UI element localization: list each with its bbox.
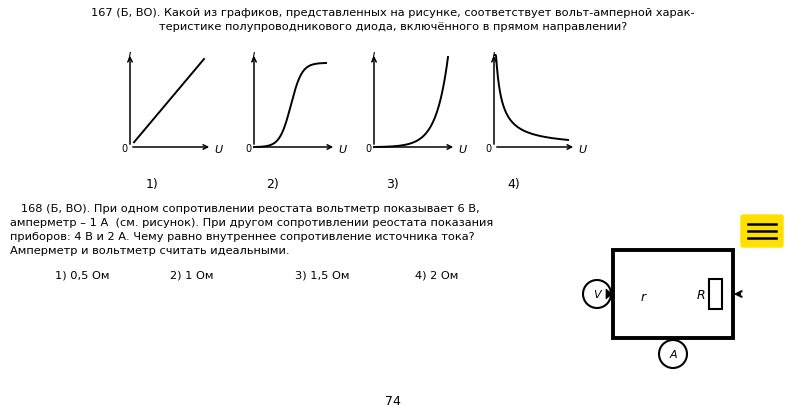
- Text: 4): 4): [508, 177, 520, 190]
- Text: 0: 0: [121, 144, 127, 153]
- Text: A: A: [669, 349, 677, 359]
- Text: U: U: [458, 145, 466, 155]
- Text: 1) 0,5 Ом: 1) 0,5 Ом: [55, 269, 109, 279]
- Text: Амперметр и вольтметр считать идеальными.: Амперметр и вольтметр считать идеальными…: [10, 245, 289, 256]
- Bar: [709, 279, 722, 309]
- Text: R: R: [696, 289, 705, 302]
- Text: 167 (Б, ВО). Какой из графиков, представленных на рисунке, соответствует вольт-а: 167 (Б, ВО). Какой из графиков, представ…: [91, 8, 695, 18]
- Text: I: I: [372, 52, 375, 62]
- Text: 0: 0: [485, 144, 491, 153]
- Text: теристике полупроводникового диода, включённого в прямом направлении?: теристике полупроводникового диода, вклю…: [159, 22, 627, 32]
- Text: I: I: [492, 52, 495, 62]
- Circle shape: [583, 280, 611, 308]
- Text: U: U: [578, 145, 586, 155]
- Text: 4) 2 Ом: 4) 2 Ом: [415, 269, 458, 279]
- Text: 2) 1 Ом: 2) 1 Ом: [170, 269, 214, 279]
- Text: 168 (Б, ВО). При одном сопротивлении реостата вольтметр показывает 6 В,: 168 (Б, ВО). При одном сопротивлении рео…: [10, 203, 479, 213]
- FancyBboxPatch shape: [741, 215, 783, 247]
- Text: I: I: [252, 52, 255, 62]
- Text: приборов: 4 В и 2 А. Чему равно внутреннее сопротивление источника тока?: приборов: 4 В и 2 А. Чему равно внутренн…: [10, 231, 475, 241]
- Text: 3): 3): [386, 177, 399, 190]
- Bar: [613, 250, 733, 338]
- Text: 0: 0: [245, 144, 251, 153]
- Circle shape: [659, 340, 687, 368]
- Text: U: U: [214, 145, 222, 155]
- Text: r: r: [641, 291, 645, 304]
- Text: амперметр – 1 А  (см. рисунок). При другом сопротивлении реостата показания: амперметр – 1 А (см. рисунок). При друго…: [10, 217, 494, 228]
- Polygon shape: [754, 220, 764, 226]
- Text: 2): 2): [266, 177, 278, 190]
- Text: 1): 1): [145, 177, 158, 190]
- Text: 74: 74: [385, 394, 401, 405]
- Text: 0: 0: [365, 144, 371, 153]
- Text: I: I: [128, 52, 131, 62]
- Polygon shape: [606, 289, 612, 299]
- Text: U: U: [338, 145, 346, 155]
- Text: 3) 1,5 Ом: 3) 1,5 Ом: [295, 269, 350, 279]
- Text: V: V: [593, 289, 601, 299]
